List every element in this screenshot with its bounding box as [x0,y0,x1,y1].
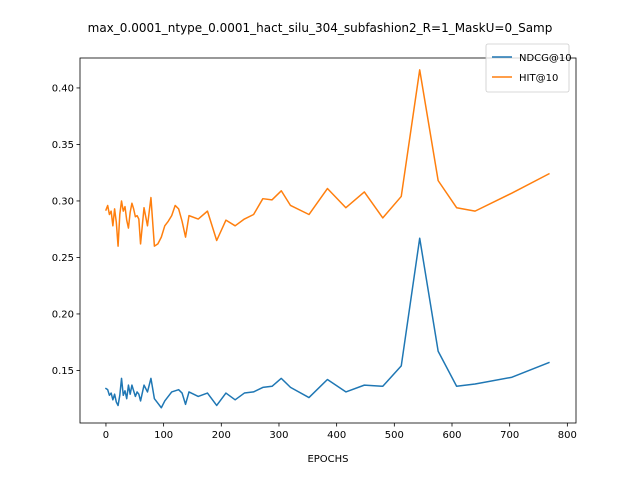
x-tick-label: 400 [327,430,346,441]
y-tick-label: 0.40 [52,83,74,94]
series-layer [104,69,550,409]
x-tick-label: 800 [558,430,577,441]
x-tick-label: 300 [269,430,288,441]
y-axis: 0.15 0.20 0.25 0.30 0.35 0.40 [52,83,80,377]
y-tick-label: 0.15 [52,366,74,377]
legend-label: HIT@10 [519,73,558,84]
x-tick-label: 700 [500,430,519,441]
axes-frame [79,57,577,424]
x-tick-label: 0 [103,430,109,441]
y-tick-label: 0.35 [52,140,74,151]
x-axis: 0 100 200 300 400 500 600 700 800 [103,423,577,441]
x-tick-label: 200 [212,430,231,441]
series-line-ndcg-10 [104,237,550,409]
legend-label: NDCG@10 [519,53,572,64]
series-line-hit-10 [104,69,550,247]
legend-box [485,43,570,93]
y-tick-label: 0.30 [52,196,74,207]
y-tick-label: 0.20 [52,309,74,320]
x-axis-label: EPOCHS [307,454,348,465]
x-tick-label: 500 [385,430,404,441]
chart-title: max_0.0001_ntype_0.0001_hact_silu_304_su… [88,21,553,35]
y-tick-label: 0.25 [52,253,74,264]
x-tick-label: 100 [154,430,173,441]
x-tick-label: 600 [442,430,461,441]
legend: NDCG@10 HIT@10 [485,43,572,93]
